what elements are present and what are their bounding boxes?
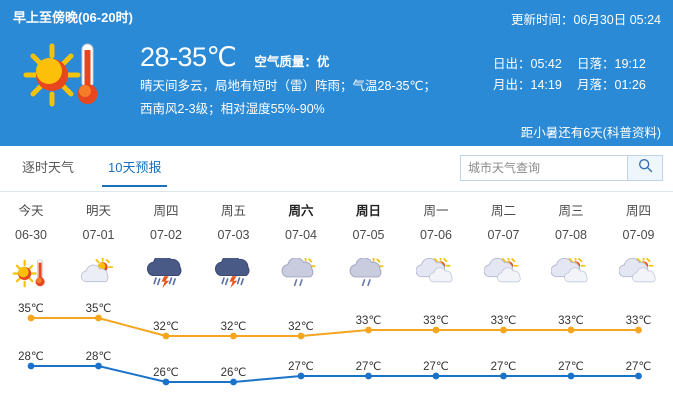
low-temp-label: 26℃ xyxy=(220,367,247,379)
day-name: 周日 xyxy=(355,204,381,218)
day-date: 06-30 xyxy=(15,228,47,242)
high-temp-label: 32℃ xyxy=(288,321,314,333)
sun-moon-times: 日出：05:42 日落：19:12 月出：14:19 月落：01:26 xyxy=(493,54,661,96)
temperature-chart: 35℃ 35℃ 32℃ 32℃ 32℃ 33℃ 33℃ 33℃ 33℃ 33℃ 28℃ 28℃ 26℃ 2… xyxy=(0,296,673,404)
low-temp-label: 27℃ xyxy=(558,361,584,373)
weather-description-line2: 西南风2-3级；相对湿度55%-90% xyxy=(140,102,325,116)
search-icon xyxy=(638,158,653,178)
sun-behind-clouds-icon xyxy=(402,250,470,296)
day-date: 07-06 xyxy=(420,228,452,242)
day-column-4[interactable]: 周五 07-03 xyxy=(200,200,268,242)
sun-thermometer-icon xyxy=(18,38,110,110)
day-label-row: 今天 06-30 明天 07-01 周四 07-02 周五 07-03 周六 07-04 周日 07-… xyxy=(0,192,673,250)
high-temp-label: 32℃ xyxy=(220,321,247,333)
high-temp-label: 33℃ xyxy=(423,315,449,327)
current-temp-range: 28-35℃ xyxy=(140,42,237,72)
forecast-panel: 今天 06-30 明天 07-01 周四 07-02 周五 07-03 周六 07-04 周日 07-… xyxy=(0,192,673,404)
sun-behind-clouds-icon xyxy=(470,250,538,296)
high-temp-label: 33℃ xyxy=(558,315,584,327)
day-date: 07-05 xyxy=(352,228,385,242)
day-date: 07-01 xyxy=(82,228,115,242)
sun-cloud-rain-icon xyxy=(335,250,403,296)
search-button[interactable] xyxy=(627,155,663,181)
day-date: 07-02 xyxy=(150,228,182,242)
tab-hourly-weather[interactable]: 逐时天气 xyxy=(22,160,75,175)
low-temp-label: 27℃ xyxy=(490,361,517,373)
high-temp-label: 35℃ xyxy=(18,303,44,315)
high-temp-label: 33℃ xyxy=(355,315,382,327)
tab-bar: 逐时天气 10天预报 xyxy=(0,146,673,192)
thunderstorm-icon xyxy=(200,250,268,296)
day-date: 07-04 xyxy=(285,228,317,242)
day-column-5[interactable]: 周六 07-04 xyxy=(267,200,335,242)
header-period-title: 早上至傍晚(06-20时) xyxy=(13,10,133,25)
day-name: 周二 xyxy=(490,204,516,218)
high-temp-label: 35℃ xyxy=(85,303,112,315)
low-temp-label: 27℃ xyxy=(423,361,449,373)
day-column-6[interactable]: 周日 07-05 xyxy=(335,200,403,242)
day-date: 07-03 xyxy=(217,228,250,242)
day-date: 07-09 xyxy=(622,228,655,242)
sun-behind-clouds-icon xyxy=(537,250,605,296)
day-name: 周五 xyxy=(220,204,246,218)
sunset-label: 日落：19:12 xyxy=(577,57,646,71)
day-date: 07-07 xyxy=(487,228,520,242)
day-name: 今天 xyxy=(18,204,44,218)
weather-header: 早上至傍晚(06-20时) 更新时间：06月30日 05:24 xyxy=(0,0,673,146)
solar-term-link[interactable]: 距小暑还有6天(科普资料) xyxy=(520,126,661,140)
day-name: 周三 xyxy=(558,204,584,218)
weather-description-line1: 晴天间多云，局地有短时（雷）阵雨；气温28-35℃； xyxy=(140,79,437,93)
low-temp-label: 26℃ xyxy=(153,367,179,379)
search-input[interactable] xyxy=(460,155,627,181)
day-date: 07-08 xyxy=(555,228,587,242)
moonrise-label: 月出：14:19 xyxy=(493,78,562,92)
high-temp-label: 32℃ xyxy=(153,321,179,333)
day-column-3[interactable]: 周四 07-02 xyxy=(132,200,200,242)
day-name: 周四 xyxy=(153,204,179,218)
high-temp-label: 33℃ xyxy=(625,315,652,327)
low-temp-label: 27℃ xyxy=(288,361,314,373)
tab-list: 逐时天气 10天预报 xyxy=(16,157,189,187)
day-column-8[interactable]: 周二 07-07 xyxy=(470,200,538,242)
sunrise-label: 日出：05:42 xyxy=(493,57,562,71)
day-name: 明天 xyxy=(85,204,111,218)
day-column-9[interactable]: 周三 07-08 xyxy=(537,200,605,242)
city-search xyxy=(460,155,663,181)
tab-10day-forecast[interactable]: 10天预报 xyxy=(102,157,168,187)
sun-cloud-rain-icon xyxy=(267,250,335,296)
sun-thermometer-icon xyxy=(0,250,65,296)
moonset-label: 月落：01:26 xyxy=(577,78,646,92)
hero-summary: 28-35℃ 空气质量：优 晴天间多云，局地有短时（雷）阵雨；气温28-35℃；… xyxy=(140,42,470,119)
low-temp-label: 28℃ xyxy=(18,351,44,363)
low-temp-label: 27℃ xyxy=(625,361,652,373)
day-column-2[interactable]: 明天 07-01 xyxy=(65,200,133,242)
sun-behind-cloud-icon xyxy=(65,250,133,296)
day-column-7[interactable]: 周一 07-06 xyxy=(402,200,470,242)
thunderstorm-icon xyxy=(132,250,200,296)
day-column-10[interactable]: 周四 07-09 xyxy=(605,200,673,242)
air-quality-label: 空气质量：优 xyxy=(254,55,330,69)
low-temp-label: 28℃ xyxy=(85,351,112,363)
low-temp-label: 27℃ xyxy=(355,361,382,373)
day-column-1[interactable]: 今天 06-30 xyxy=(0,200,65,242)
day-name: 周四 xyxy=(625,204,651,218)
weather-icon-row xyxy=(0,250,673,296)
update-time-label: 更新时间：06月30日 05:24 xyxy=(510,13,661,27)
day-name: 周六 xyxy=(288,204,314,218)
day-name: 周一 xyxy=(423,204,449,218)
sun-behind-clouds-icon xyxy=(605,250,673,296)
high-temp-label: 33℃ xyxy=(490,315,517,327)
